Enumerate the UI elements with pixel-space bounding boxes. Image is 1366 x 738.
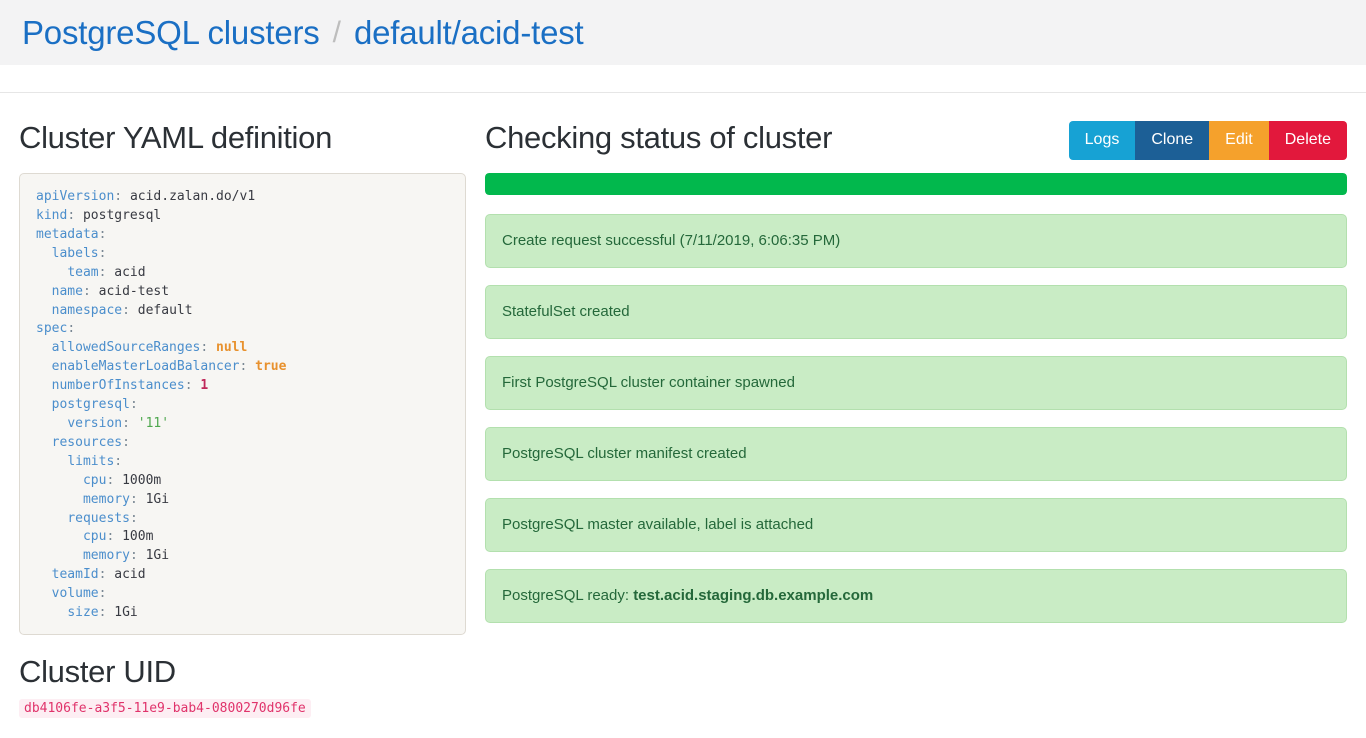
- status-message-list: Create request successful (7/11/2019, 6:…: [485, 214, 1347, 624]
- yaml-code-block: apiVersion: acid.zalan.do/v1 kind: postg…: [36, 189, 287, 621]
- status-message-text: PostgreSQL ready:: [502, 587, 634, 605]
- status-message-text: PostgreSQL master available, label is at…: [502, 516, 814, 534]
- breadcrumb-separator: /: [332, 15, 341, 49]
- yaml-card: apiVersion: acid.zalan.do/v1 kind: postg…: [19, 173, 466, 636]
- cluster-uid-value: db4106fe-a3f5-11e9-bab4-0800270d96fe: [19, 699, 311, 719]
- main-content: Cluster YAML definition apiVersion: acid…: [0, 99, 1366, 719]
- header-divider: [0, 92, 1366, 93]
- status-message-text: StatefulSet created: [502, 303, 630, 321]
- edit-button[interactable]: Edit: [1209, 121, 1269, 160]
- logs-button[interactable]: Logs: [1068, 121, 1136, 160]
- yaml-section-title: Cluster YAML definition: [19, 120, 333, 155]
- cluster-actions-button-group: Logs Clone Edit Delete: [1068, 121, 1347, 160]
- status-message-text: Create request successful (7/11/2019, 6:…: [502, 232, 841, 250]
- status-message-text: PostgreSQL cluster manifest created: [502, 445, 747, 463]
- delete-button[interactable]: Delete: [1268, 121, 1347, 160]
- yaml-column: Cluster YAML definition apiVersion: acid…: [19, 99, 466, 719]
- breadcrumb: PostgreSQL clusters / default/acid-test: [0, 0, 1366, 65]
- breadcrumb-link-clusters[interactable]: PostgreSQL clusters: [22, 14, 320, 51]
- breadcrumb-link-current-cluster[interactable]: default/acid-test: [353, 14, 584, 51]
- status-message: Create request successful (7/11/2019, 6:…: [485, 214, 1347, 269]
- status-progress-bar: [485, 173, 1347, 196]
- clone-button[interactable]: Clone: [1135, 121, 1210, 160]
- status-message: StatefulSet created: [485, 285, 1347, 340]
- status-message: First PostgreSQL cluster container spawn…: [485, 356, 1347, 411]
- status-progress-fill: [485, 173, 1347, 196]
- status-message-text: First PostgreSQL cluster container spawn…: [502, 374, 795, 392]
- status-message: PostgreSQL cluster manifest created: [485, 427, 1347, 482]
- status-message: PostgreSQL ready: test.acid.staging.db.e…: [485, 569, 1347, 624]
- cluster-uid-title: Cluster UID: [19, 654, 176, 690]
- status-column: Checking status of cluster Logs Clone Edit…: [466, 99, 1347, 718]
- status-message-host: test.acid.staging.db.example.com: [633, 587, 874, 605]
- status-message: PostgreSQL master available, label is at…: [485, 498, 1347, 553]
- status-section-title: Checking status of cluster: [485, 120, 833, 155]
